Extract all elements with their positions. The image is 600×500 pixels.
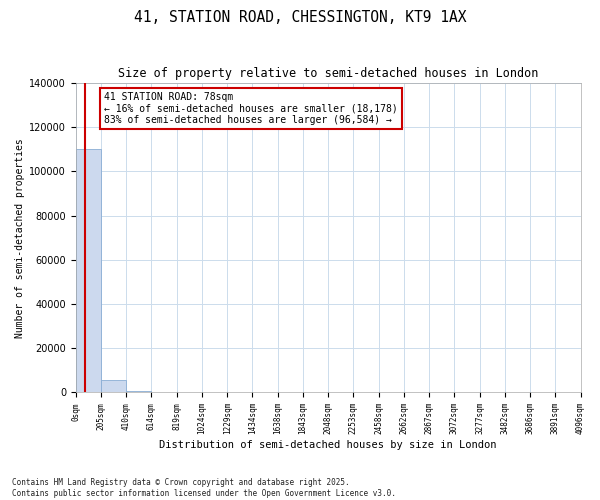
Bar xyxy=(76,150,101,392)
Bar xyxy=(126,390,151,392)
Bar xyxy=(101,380,126,392)
Text: Contains HM Land Registry data © Crown copyright and database right 2025.
Contai: Contains HM Land Registry data © Crown c… xyxy=(12,478,396,498)
Text: 41, STATION ROAD, CHESSINGTON, KT9 1AX: 41, STATION ROAD, CHESSINGTON, KT9 1AX xyxy=(134,10,466,25)
Y-axis label: Number of semi-detached properties: Number of semi-detached properties xyxy=(15,138,25,338)
X-axis label: Distribution of semi-detached houses by size in London: Distribution of semi-detached houses by … xyxy=(160,440,497,450)
Title: Size of property relative to semi-detached houses in London: Size of property relative to semi-detach… xyxy=(118,68,538,80)
Text: 41 STATION ROAD: 78sqm
← 16% of semi-detached houses are smaller (18,178)
83% of: 41 STATION ROAD: 78sqm ← 16% of semi-det… xyxy=(104,92,398,125)
